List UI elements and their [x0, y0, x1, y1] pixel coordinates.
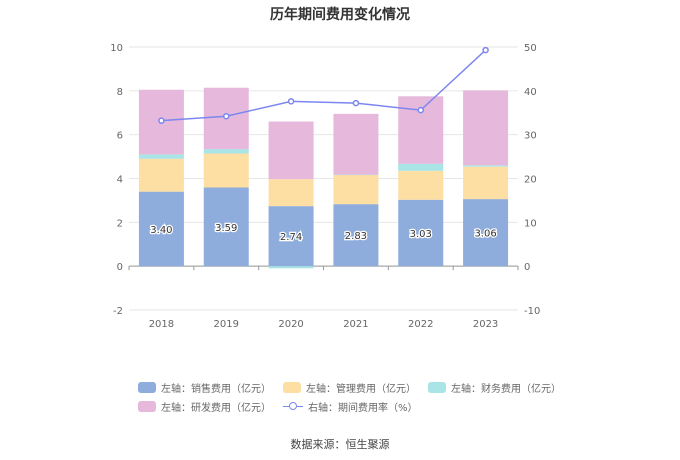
x-tick-label: 2023	[473, 319, 498, 330]
bar-rd-2022	[398, 96, 444, 164]
legend-label: 左轴：研发费用（亿元）	[161, 403, 271, 414]
bar-sales-2020	[268, 206, 314, 267]
legend-item-admin-expense[interactable]: 左轴：管理费用（亿元）	[283, 380, 416, 395]
data-label-sales: 2.74	[280, 232, 302, 243]
x-tick-label: 2018	[149, 319, 174, 330]
y-right-tick-label: 50	[524, 43, 537, 54]
bar-finance-2021	[333, 174, 379, 176]
x-tick-label: 2019	[214, 319, 239, 330]
bar-finance-2020	[268, 266, 314, 269]
bar-sales-2019	[203, 187, 249, 267]
y-left-tick-label: 6	[117, 131, 123, 142]
bar-admin-2020	[268, 179, 314, 207]
legend-item-rd-expense[interactable]: 左轴：研发费用（亿元）	[138, 399, 271, 414]
x-tick-label: 2021	[343, 319, 368, 330]
data-label-sales: 3.40	[150, 225, 172, 236]
bar-admin-2022	[398, 170, 444, 200]
legend-swatch-finance	[428, 382, 446, 393]
y-left-tick-label: 2	[117, 218, 123, 229]
bar-admin-2023	[463, 166, 509, 200]
legend-line-marker-icon	[283, 401, 303, 412]
legend-item-finance-expense[interactable]: 左轴：财务费用（亿元）	[428, 380, 561, 395]
line-point-2022	[417, 106, 424, 114]
line-point-2019	[223, 113, 230, 120]
legend-label: 左轴：销售费用（亿元）	[161, 384, 271, 395]
line-point-2023	[482, 46, 489, 54]
data-source: 数据来源：恒生聚源	[290, 438, 390, 451]
bar-finance-2022	[398, 163, 444, 171]
y-right-tick-label: 40	[524, 87, 537, 98]
bar-rd-2023	[463, 90, 509, 166]
y-left-tick-label: 0	[117, 262, 123, 273]
bar-finance-2019	[203, 149, 249, 154]
bar-rd-2021	[333, 113, 379, 175]
y-right-tick-label: 20	[524, 175, 537, 186]
y-left-tick-label: -2	[113, 306, 123, 317]
legend-swatch-rd	[138, 401, 156, 412]
bar-admin-2019	[203, 153, 249, 188]
data-label-sales: 2.83	[345, 231, 367, 242]
y-left-tick-label: 4	[117, 175, 123, 186]
data-label-sales: 3.06	[474, 229, 496, 240]
bar-finance-2018	[138, 154, 184, 159]
data-label-sales: 3.03	[410, 229, 432, 240]
bar-finance-2023	[463, 165, 509, 167]
x-tick-label: 2020	[278, 319, 303, 330]
bar-rd-2020	[268, 121, 314, 180]
chart-title: 历年期间费用变化情况	[270, 7, 410, 23]
bar-sales-2018	[138, 191, 184, 267]
legend-label: 左轴：财务费用（亿元）	[451, 384, 561, 395]
legend-swatch-admin	[283, 382, 301, 393]
legend-label: 左轴：管理费用（亿元）	[306, 384, 416, 395]
y-left-tick-label: 8	[117, 87, 123, 98]
line-point-2020	[287, 98, 295, 105]
legend-item-sales-expense[interactable]: 左轴：销售费用（亿元）	[138, 380, 271, 395]
bar-sales-2022	[398, 199, 444, 267]
legend-label: 右轴：期间费用率（%）	[308, 403, 418, 414]
bar-sales-2023	[463, 199, 509, 267]
y-left-tick-label: 10	[110, 43, 123, 54]
bar-admin-2021	[333, 174, 379, 205]
line-point-2021	[352, 99, 360, 107]
legend-swatch-sales	[138, 382, 156, 393]
data-label-sales: 3.59	[215, 223, 237, 234]
y-right-tick-label: 0	[524, 262, 530, 273]
y-right-tick-label: 30	[524, 131, 537, 142]
x-tick-label: 2022	[408, 319, 433, 330]
y-right-tick-label: -10	[524, 306, 540, 317]
bar-sales-2021	[333, 204, 379, 267]
chart-legend: 左轴：销售费用（亿元） 左轴：管理费用（亿元） 左轴：财务费用（亿元） 左轴：研…	[138, 378, 561, 416]
line-point-2018	[158, 117, 165, 124]
y-right-tick-label: 10	[524, 218, 537, 229]
bar-admin-2018	[138, 158, 184, 192]
legend-item-expense-ratio[interactable]: 右轴：期间费用率（%）	[283, 399, 418, 414]
line-expense-ratio	[161, 49, 487, 122]
